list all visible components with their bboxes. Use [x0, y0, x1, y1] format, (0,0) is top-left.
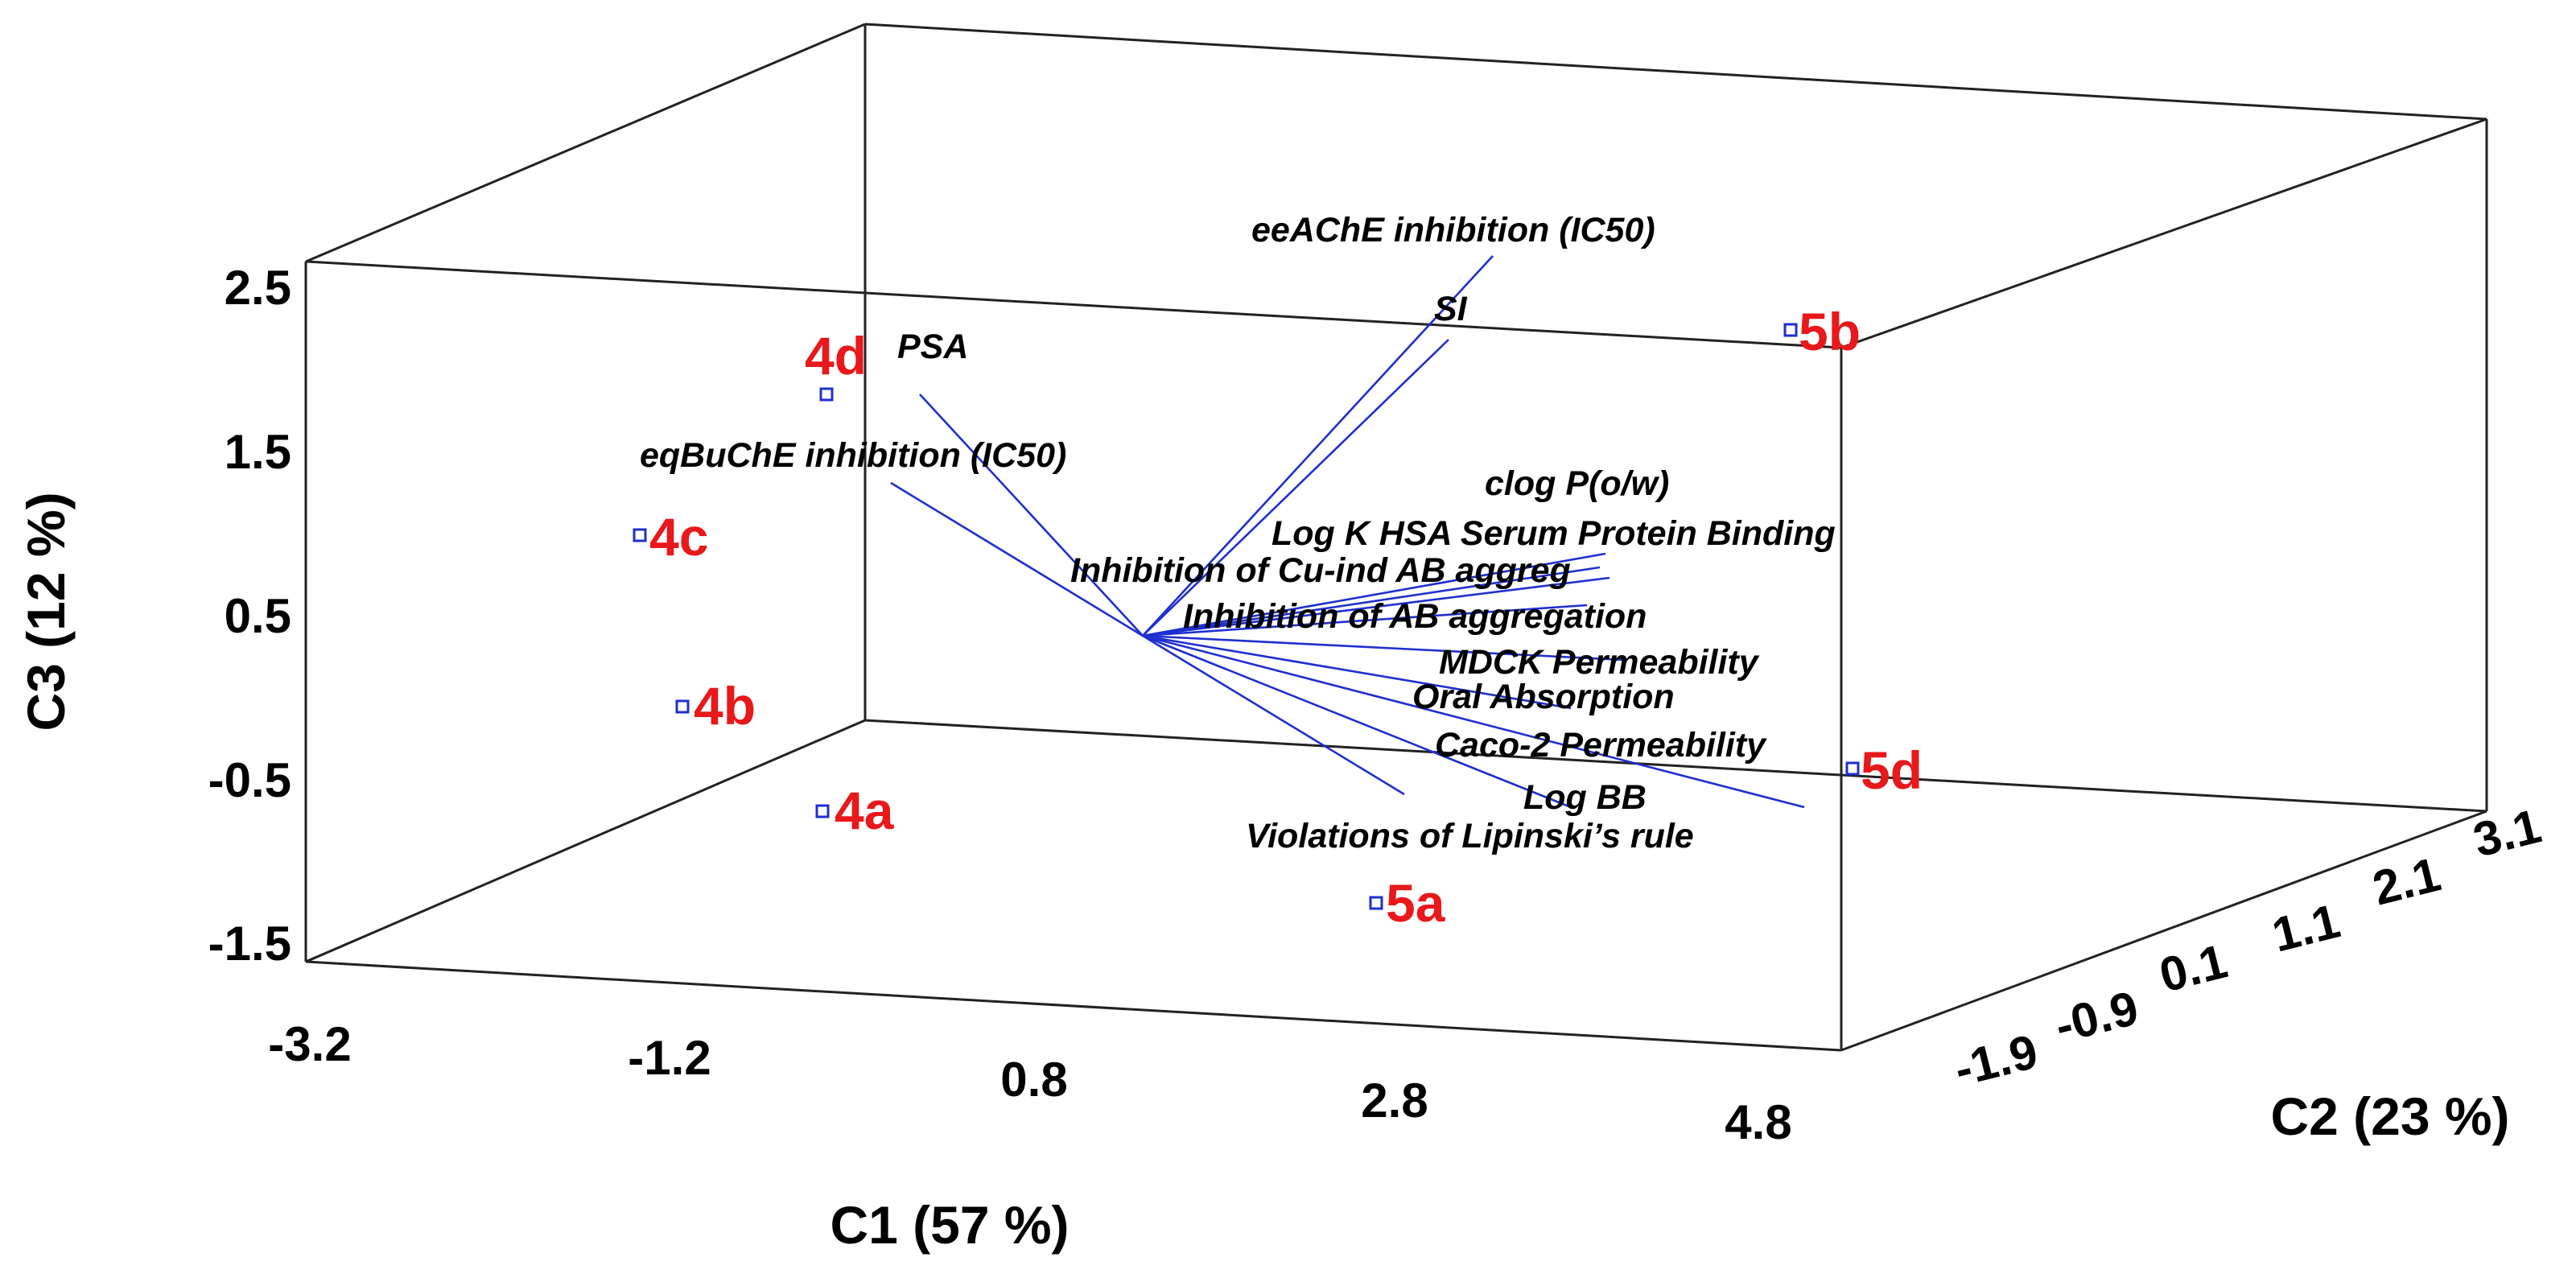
point-label: 4c: [649, 507, 708, 567]
point-label: 5b: [1799, 302, 1861, 361]
loading-vector: [1142, 604, 1588, 637]
loading-vector: [1142, 552, 1606, 637]
loading-label: eeAChE inhibition (IC50): [1251, 211, 1655, 249]
loading-label: Violations of Lipinski’s rule: [1246, 817, 1694, 855]
loading-vector: [1142, 634, 1625, 662]
z-tick-label: -1.5: [208, 917, 291, 971]
loading-vector: [1142, 339, 1449, 637]
box-edge: [864, 719, 2487, 813]
loading-label: Inhibition of Cu-ind AB aggreg: [1070, 551, 1571, 590]
box-edge: [1840, 810, 2487, 1052]
loading-label: eqBuChE inhibition (IC50): [640, 436, 1066, 475]
loading-label: Inhibition of AB aggregation: [1183, 597, 1647, 636]
loading-vector: [1142, 634, 1572, 809]
loading-label: clog P(o/w): [1485, 464, 1669, 503]
y-tick-label: -1.9: [1949, 1024, 2043, 1097]
loading-vector: [1142, 255, 1494, 637]
y-tick-label: 2.1: [2368, 847, 2446, 915]
loading-label: MDCK Permeability: [1439, 643, 1760, 682]
point-label: 5d: [1861, 740, 1923, 800]
y-tick-label: 3.1: [2468, 798, 2546, 867]
loading-label: SI: [1434, 290, 1468, 328]
x-tick-label: 0.8: [1000, 1053, 1067, 1107]
point-label: 5a: [1386, 873, 1446, 933]
score-point: [1783, 323, 1798, 337]
box-edge: [1840, 117, 2487, 349]
z-tick-label: 1.5: [225, 425, 291, 479]
loading-vector: [1142, 634, 1572, 710]
loading-vector: [890, 481, 1144, 637]
score-point: [675, 699, 690, 714]
y-axis-title: C2 (23 %): [2270, 1086, 2509, 1146]
box-edge: [305, 23, 866, 263]
x-tick-label: -3.2: [268, 1017, 351, 1071]
loading-vector: [1142, 634, 1805, 809]
point-label: 4a: [835, 781, 895, 840]
x-tick-label: 2.8: [1361, 1074, 1428, 1127]
score-point: [1845, 761, 1860, 776]
box-edge: [305, 260, 1842, 349]
box-edge: [864, 23, 2487, 121]
loading-label: Log K HSA Serum Protein Binding: [1272, 514, 1836, 553]
x-axis-title: C1 (57 %): [830, 1195, 1069, 1255]
x-tick-label: 4.8: [1725, 1095, 1791, 1149]
score-points: 4a 4b 4c 4d 5a 5b 5d: [633, 302, 1923, 933]
loading-label: Caco-2 Permeability: [1435, 726, 1767, 765]
point-label: 4b: [694, 676, 756, 736]
loading-label: Log BB: [1523, 778, 1647, 817]
loading-label: Oral Absorption: [1412, 678, 1675, 716]
x-axis-ticks: -3.2 -1.2 0.8 2.8 4.8: [268, 1017, 1791, 1149]
z-axis-title: C3 (12 %): [16, 492, 76, 731]
loading-vector: [1142, 576, 1610, 637]
z-axis-ticks: 2.5 1.5 0.5 -0.5 -1.5: [208, 261, 291, 971]
loading-vector: [1142, 634, 1405, 796]
z-tick-label: -0.5: [208, 753, 291, 807]
loading-labels: eeAChE inhibition (IC50) SI PSA eqBuChE inh…: [640, 211, 1836, 855]
score-point: [819, 387, 834, 402]
z-tick-label: 2.5: [225, 261, 291, 315]
x-tick-label: -1.2: [628, 1031, 711, 1085]
y-axis-ticks: -1.9 -0.9 0.1 1.1 2.1 3.1: [1949, 798, 2546, 1096]
score-point: [815, 804, 830, 818]
y-tick-label: -0.9: [2050, 981, 2144, 1053]
box-edge: [305, 719, 866, 963]
loading-label: PSA: [897, 328, 968, 366]
loading-vector: [1142, 566, 1601, 637]
loading-vectors: [890, 255, 1805, 809]
box-edge: [305, 960, 1842, 1052]
plot-box: [304, 23, 2488, 1052]
score-point: [1369, 896, 1383, 910]
z-tick-label: 0.5: [225, 589, 291, 643]
y-tick-label: 0.1: [2154, 934, 2232, 1002]
y-tick-label: 1.1: [2267, 893, 2345, 962]
score-point: [633, 528, 647, 542]
loading-vector: [919, 394, 1144, 637]
point-label: 4d: [805, 326, 867, 385]
